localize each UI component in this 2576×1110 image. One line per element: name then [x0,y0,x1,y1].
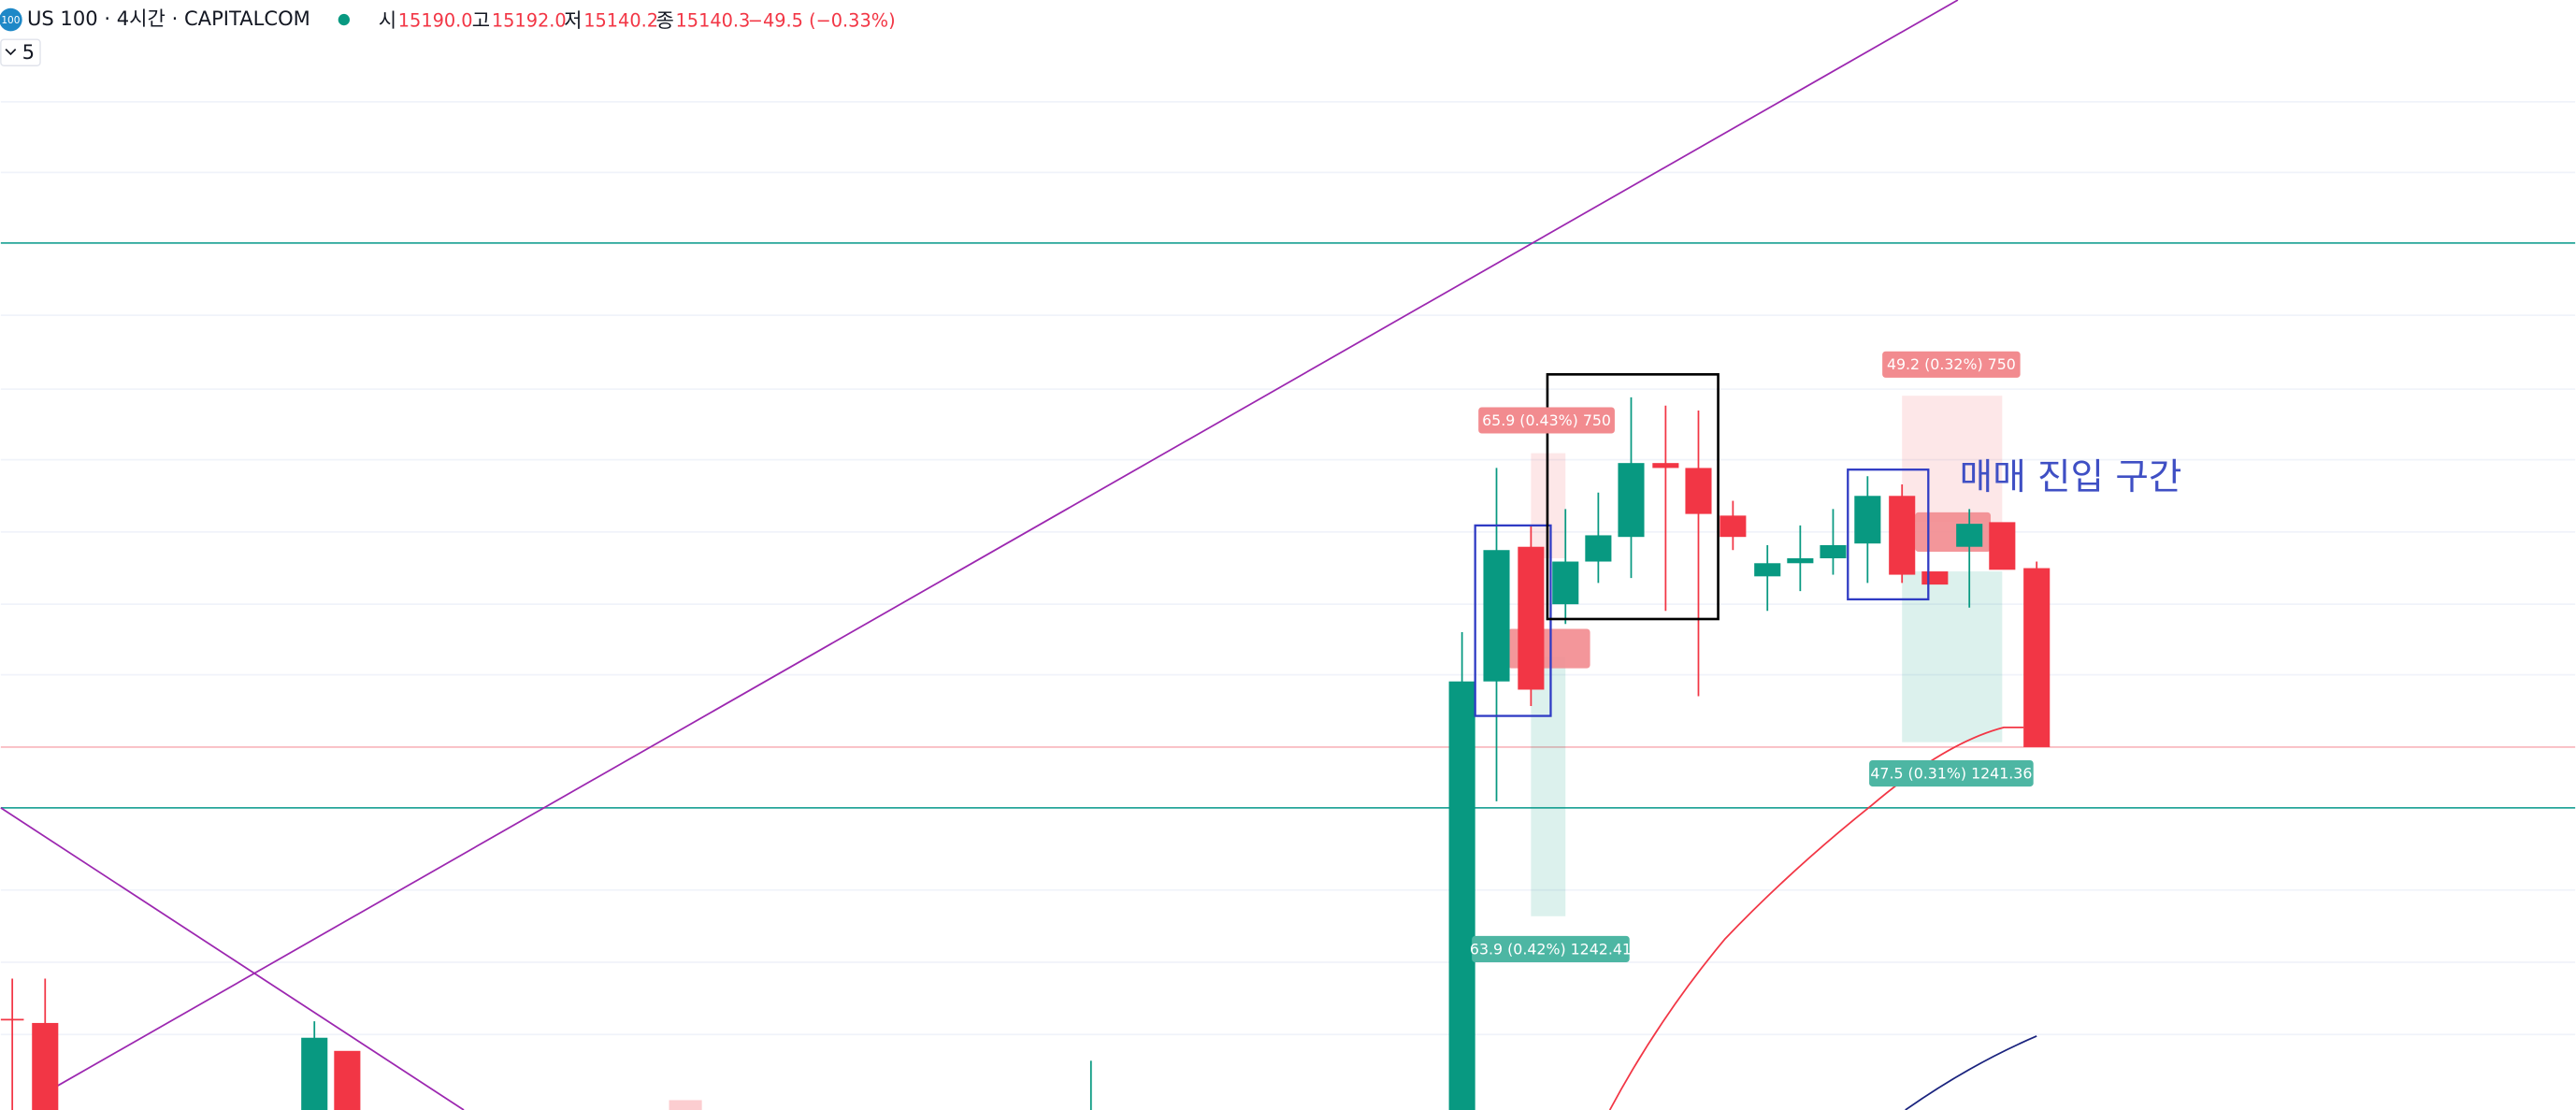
position-label-text: 49.2 (0.32%) 750 [1887,355,2016,373]
close-label: 종 [655,8,673,32]
high-label: 고 [472,8,490,32]
position-label [1882,351,2021,378]
stop-zone [1902,571,2003,742]
moving-average [1608,726,2024,1110]
position-label [1478,407,1615,434]
chevron [5,49,17,56]
interval-toggle[interactable] [0,38,41,66]
moving-average [1905,1035,2037,1110]
change: −49.5 (−0.33%) [748,9,896,31]
position-label [1472,935,1630,962]
logo [0,7,22,32]
high-value: 15192.0 [492,9,567,31]
low-label: 저 [564,8,582,32]
position-label-text: 63.9 (0.42%) 1242.41 [1470,940,1632,958]
open-value: 15190.0 [398,9,473,31]
trend-line [0,807,465,1110]
position-label-text: 65.9 (0.43%) 750 [1482,411,1611,429]
low-value: 15140.2 [583,9,658,31]
symbol[interactable]: US 100 · 4시간 · CAPITALCOM [27,7,310,30]
close-value: 15140.3 [676,9,751,31]
interval: 5 [22,40,35,64]
grid [0,100,2576,1036]
highlight-box [1474,524,1552,717]
header-bg [0,0,921,40]
open-label: 시 [379,8,396,32]
market-status [338,13,350,26]
target-zone [1902,396,2003,523]
position-label [1869,759,2034,787]
position-label-text: 47.5 (0.31%) 1241.36 [1870,764,2032,782]
stop-zone [1531,656,1566,916]
highlight-box [1546,373,1720,621]
logo-text: 100 [1,15,20,26]
highlight-box [1847,469,1930,601]
trend-line [46,0,1959,1093]
zone-text: 매매 진입 구간 [1960,456,2182,498]
candles [0,396,2051,1110]
